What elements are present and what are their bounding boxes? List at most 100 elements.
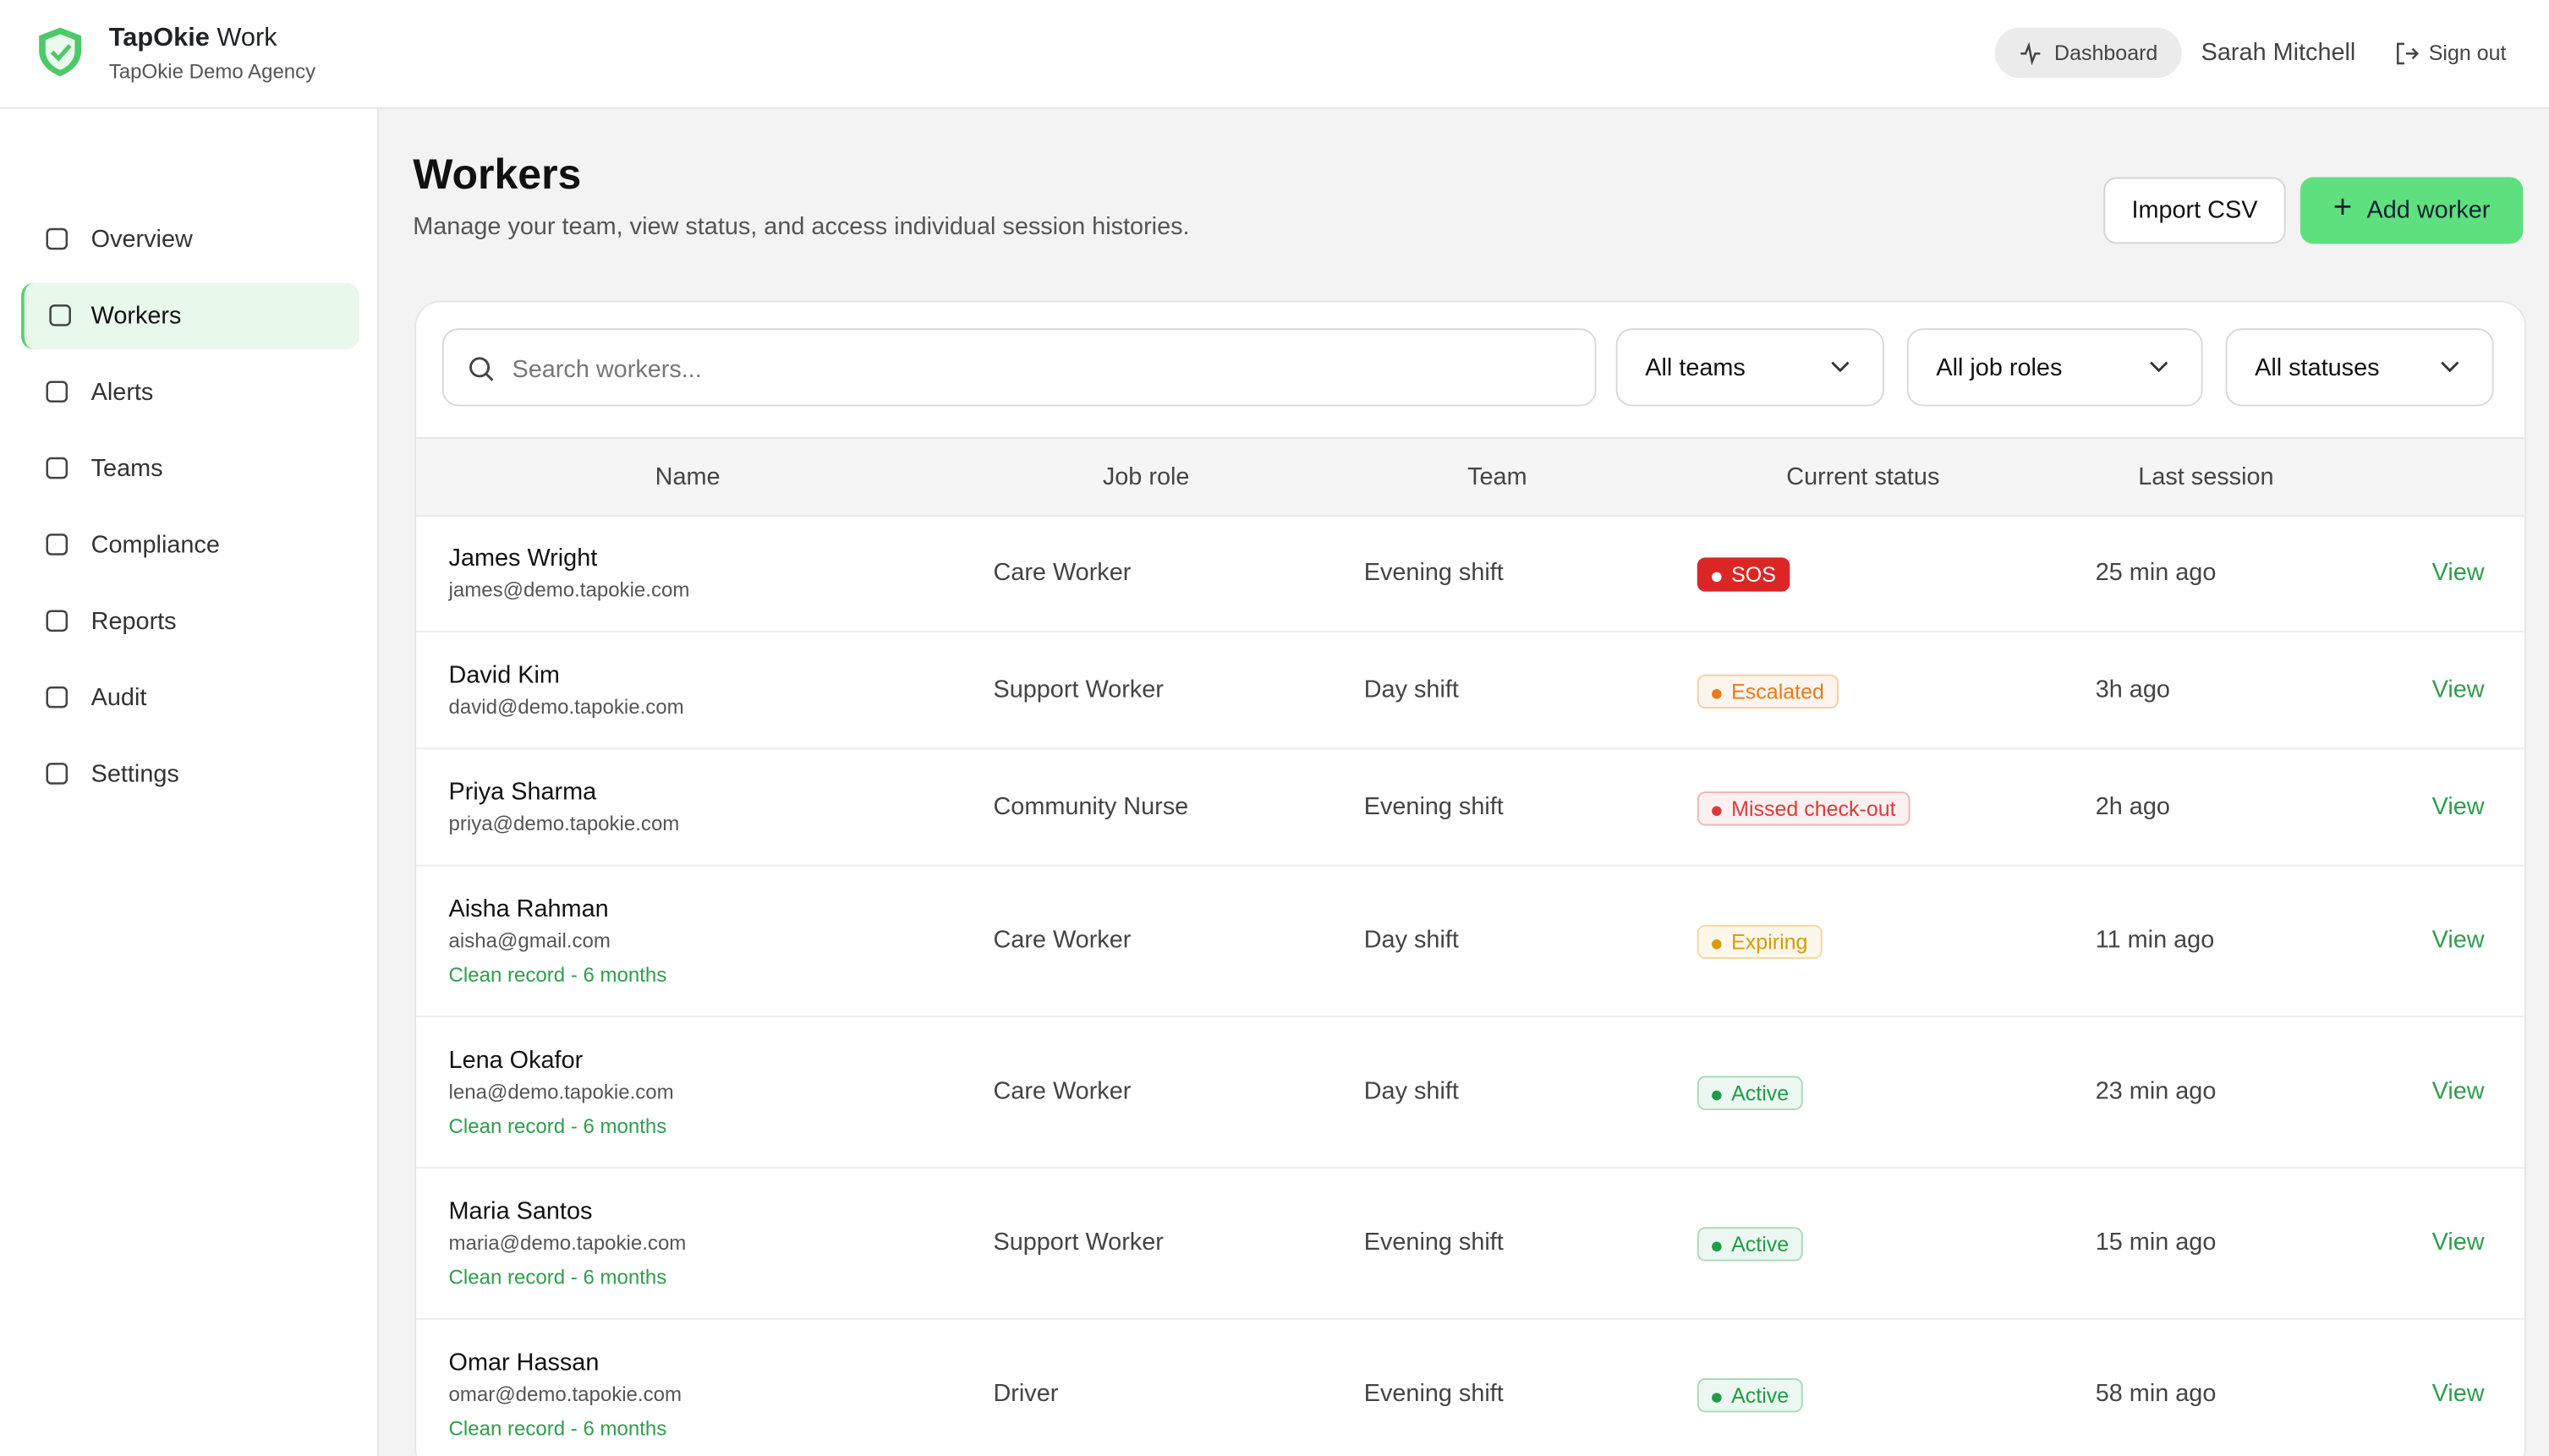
worker-note: Clean record - 6 months [448, 1266, 667, 1289]
chevron [2150, 361, 2168, 373]
nav-label: Alerts [90, 378, 154, 407]
sidebar: Overview Workers Alerts Teams Compliance Repo… [0, 108, 379, 1456]
column-header: Job role [1102, 463, 1190, 491]
worker-email: maria@demo.tapokie.com [448, 1232, 687, 1255]
view-link[interactable]: View [2431, 792, 2485, 820]
job-role: Driver [993, 1379, 1059, 1408]
workers-card: Search workers... Name Job role Team Curren… [414, 300, 2527, 1456]
last-session: 15 min ago [2095, 1229, 2217, 1256]
import-button[interactable]: Import CSV [2103, 177, 2286, 244]
team: Day shift [1363, 1077, 1459, 1106]
view-link[interactable]: View [2431, 558, 2485, 586]
status-label: Active [1731, 1382, 1790, 1408]
worker-name: Maria Santos [448, 1197, 593, 1226]
worker-name: James Wright [448, 544, 598, 572]
table-row: Omar Hassan omar@demo.tapokie.com Clean re… [416, 1320, 2524, 1456]
search-icon [469, 357, 494, 381]
nav-label: Settings [90, 760, 179, 789]
logo [39, 27, 82, 77]
nav-item[interactable]: Audit [21, 665, 356, 731]
view-link[interactable]: View [2431, 1379, 2485, 1408]
nav-item[interactable]: Reports [21, 588, 356, 655]
sign-out[interactable]: Sign out [2396, 41, 2506, 65]
view-link[interactable]: View [2431, 926, 2485, 955]
add-button[interactable]: + Add worker [2300, 177, 2524, 244]
nav-icon [46, 227, 69, 250]
nav-item[interactable]: Settings [21, 742, 356, 808]
nav-icon [46, 686, 69, 709]
pulse-icon [2020, 41, 2040, 64]
column-header: Current status [1786, 463, 1940, 491]
last-session: 25 min ago [2095, 558, 2217, 586]
nav-item[interactable]: Overview [21, 206, 356, 273]
nav-icon [46, 763, 69, 785]
filter-select[interactable]: All job roles [1906, 328, 2203, 407]
status-badge: Active [1697, 1076, 1804, 1110]
team: Evening shift [1363, 1379, 1504, 1408]
worker-name: Lena Okafor [448, 1046, 584, 1075]
worker-note: Clean record - 6 months [448, 1114, 667, 1138]
status-dot [1712, 1393, 1722, 1403]
column-header: Name [655, 463, 721, 491]
team: Day shift [1363, 675, 1459, 703]
table-row: Aisha Rahman aisha@gmail.com Clean record … [416, 867, 2525, 1018]
status-label: Active [1731, 1081, 1790, 1106]
user-name: Sarah Mitchell [2201, 39, 2356, 67]
search-placeholder: Search workers... [512, 355, 702, 384]
job-role: Support Worker [993, 1229, 1164, 1256]
filter-select[interactable]: All statuses [2225, 328, 2494, 407]
table-row: Lena Okafor lena@demo.tapokie.com Clean re… [416, 1017, 2525, 1169]
plus-icon: + [2332, 189, 2353, 227]
product-name: Work [217, 24, 277, 52]
sign-out-icon [2396, 41, 2420, 64]
nav-label: Reports [90, 607, 177, 636]
status-dot [1712, 688, 1722, 698]
agency: TapOkie Demo Agency [108, 60, 316, 84]
dashboard-button[interactable]: Dashboard [1994, 27, 2182, 79]
view-link[interactable]: View [2431, 1229, 2485, 1256]
worker-name: David Kim [448, 661, 560, 690]
table-row: Maria Santos maria@demo.tapokie.com Clean … [416, 1169, 2525, 1320]
status-label: Active [1731, 1232, 1790, 1256]
filter-select[interactable]: All teams [1615, 328, 1884, 407]
column-header: Team [1467, 463, 1527, 491]
nav-label: Teams [90, 455, 163, 483]
status-badge: Expiring [1697, 924, 1823, 960]
status-dot [1712, 805, 1722, 815]
nav-icon [46, 457, 69, 479]
status-label: Escalated [1731, 678, 1824, 703]
team: Evening shift [1363, 558, 1504, 586]
view-link[interactable]: View [2431, 675, 2485, 703]
brand: TapOkie Work [109, 25, 277, 54]
view-link[interactable]: View [2431, 1077, 2485, 1106]
worker-name: Priya Sharma [448, 778, 597, 807]
status-badge: SOS [1697, 556, 1791, 591]
nav-item[interactable]: Teams [21, 435, 356, 502]
worker-email: lena@demo.tapokie.com [448, 1081, 674, 1104]
table-header: Name Job role Team Current status Last sessi… [416, 437, 2525, 517]
chevron [1831, 361, 1850, 373]
page-title: Workers [413, 149, 582, 199]
table-row: David Kim david@demo.tapokie.com Support W… [416, 632, 2525, 750]
filter-label: All statuses [2255, 354, 2380, 382]
last-session: 2h ago [2095, 792, 2170, 820]
status-dot [1712, 939, 1722, 950]
job-role: Care Worker [993, 558, 1132, 586]
nav-icon [46, 534, 69, 556]
brand-name: TapOkie [108, 24, 210, 52]
chevron [2441, 361, 2459, 373]
worker-note: Clean record - 6 months [448, 963, 667, 987]
table-row: Priya Sharma priya@demo.tapokie.com Commun… [416, 749, 2525, 867]
last-session: 23 min ago [2095, 1077, 2217, 1106]
sign-out-label: Sign out [2428, 41, 2507, 65]
search-input[interactable]: Search workers... [441, 328, 1597, 407]
nav-label: Overview [90, 226, 193, 254]
status-badge: Escalated [1697, 673, 1839, 709]
nav-item[interactable]: Compliance [21, 512, 356, 578]
nav-item[interactable]: Alerts [21, 359, 356, 426]
last-session: 3h ago [2095, 675, 2170, 703]
nav-item[interactable]: Workers [20, 282, 359, 350]
column-header: Last session [2138, 463, 2274, 491]
status-badge: Active [1697, 1378, 1804, 1413]
